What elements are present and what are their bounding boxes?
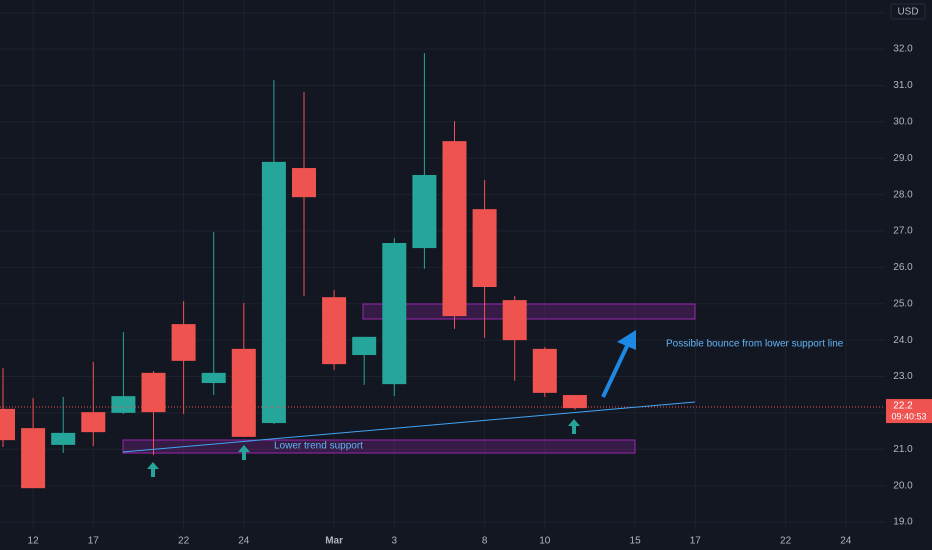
y-tick-label: 23.0	[893, 371, 913, 382]
candle-body	[171, 324, 196, 361]
candle-body	[562, 395, 587, 409]
candle-body	[442, 141, 467, 317]
candles	[0, 53, 885, 489]
y-tick-label: 25.0	[893, 298, 913, 309]
candle-body	[51, 432, 76, 445]
x-tick-label: 12	[28, 536, 40, 547]
y-tick-label: 28.0	[893, 189, 913, 200]
currency-badge	[890, 3, 926, 20]
x-tick-label: 10	[539, 536, 551, 547]
resistance-zone	[362, 303, 696, 320]
bounce-arrow	[601, 343, 630, 398]
up-arrow	[238, 445, 250, 460]
x-tick-label: 17	[690, 536, 702, 547]
up-arrow	[147, 462, 159, 477]
x-tick-label: 24	[840, 536, 852, 547]
x-tick-label: Mar	[325, 536, 343, 547]
annotation: Possible bounce from lower support line	[666, 339, 844, 350]
y-tick-label: 24.0	[893, 335, 913, 346]
candle-body	[141, 372, 166, 413]
countdown: 09:40:53	[891, 411, 926, 421]
candle-body	[382, 242, 407, 385]
candle-body	[292, 168, 316, 198]
y-tick-label: 21.0	[893, 444, 913, 455]
candle-body	[21, 428, 46, 489]
price-axis: 19.020.021.022.023.024.025.026.027.028.0…	[893, 7, 913, 527]
candle-body	[261, 161, 286, 424]
y-tick-label: 31.0	[893, 80, 913, 91]
last-price-badge	[886, 399, 932, 424]
x-tick-label: 24	[238, 536, 250, 547]
x-tick-label: 22	[178, 536, 190, 547]
y-tick-label: 27.0	[893, 226, 913, 237]
candle-body	[472, 209, 497, 288]
last-price-label: 22.2	[893, 401, 913, 412]
y-tick-label: 19.0	[893, 517, 913, 528]
x-tick-label: 8	[482, 536, 488, 547]
y-tick-label: 20.0	[893, 480, 913, 491]
x-tick-label: 17	[88, 536, 100, 547]
trend-line	[122, 401, 696, 453]
candle-body	[111, 396, 136, 413]
y-tick-label: 29.0	[893, 153, 913, 164]
candle-body	[231, 348, 256, 437]
candle-body	[0, 408, 15, 441]
x-tick-label: 3	[392, 536, 398, 547]
candle-body	[532, 348, 557, 393]
candle-body	[81, 412, 106, 433]
y-tick-label: 26.0	[893, 262, 913, 273]
y-tick-label: 32.0	[893, 44, 913, 55]
y-tick-label: 30.0	[893, 117, 913, 128]
x-tick-label: 15	[630, 536, 642, 547]
candle-body	[352, 336, 377, 356]
bounce-arrow-head	[617, 330, 636, 350]
annotation: Lower trend support	[274, 441, 363, 452]
support-zone	[122, 439, 636, 454]
candle-body	[412, 174, 437, 249]
candle-body	[502, 300, 527, 341]
x-tick-label: 22	[780, 536, 792, 547]
currency: USD	[897, 7, 918, 18]
drawings: Lower trend support Possible bounce from…	[122, 330, 844, 477]
candle-body	[322, 297, 347, 365]
up-arrow	[568, 419, 580, 434]
candle-body	[201, 372, 226, 384]
